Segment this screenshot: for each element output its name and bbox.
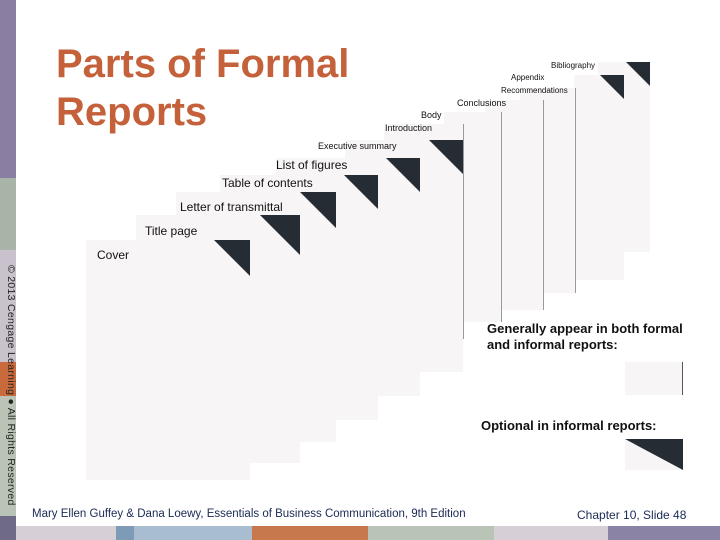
optional-corner-icon	[214, 240, 250, 276]
legend-both-text: Generally appear in both formal and info…	[487, 321, 683, 352]
left-stripe-segment	[0, 178, 16, 250]
optional-corner-icon	[386, 158, 420, 192]
optional-corner-icon	[600, 75, 624, 99]
label-bibliography: Bibliography	[551, 61, 596, 70]
page-appendix	[574, 75, 624, 280]
optional-corner-icon	[260, 215, 300, 255]
label-introduction: Introduction	[385, 123, 433, 133]
left-stripe-segment	[0, 250, 16, 362]
footer-slide-number: Chapter 10, Slide 48	[577, 508, 687, 522]
bottom-band-segment	[494, 526, 608, 540]
label-appendix: Appendix	[511, 73, 545, 82]
slide-title: Parts of Formal Reports	[56, 42, 350, 134]
label-conclusions: Conclusions	[457, 98, 507, 108]
label-recommendations: Recommendations	[501, 86, 568, 95]
footer-citation: Mary Ellen Guffey & Dana Loewy, Essentia…	[32, 508, 466, 520]
left-stripe-segment	[0, 516, 16, 540]
label-body: Body	[421, 110, 442, 120]
left-stripe-segment	[0, 362, 16, 396]
optional-corner-icon	[429, 140, 463, 174]
bottom-band-segment	[16, 526, 116, 540]
bottom-band-segment	[368, 526, 494, 540]
label-executive-summary: Executive summary	[318, 141, 397, 151]
bottom-band-segment	[252, 526, 368, 540]
legend-optional-text: Optional in informal reports:	[481, 418, 657, 433]
legend-optional-swatch	[625, 439, 683, 470]
optional-corner-icon	[626, 62, 650, 86]
left-stripe-segment	[0, 0, 16, 178]
page-cover	[86, 240, 250, 480]
optional-corner-icon	[625, 439, 683, 470]
copyright-notice: © 2013 Cengage Learning ● All Rights Res…	[5, 265, 17, 506]
label-table-of-contents: Table of contents	[222, 176, 313, 190]
bottom-band-segment	[608, 526, 720, 540]
label-title-page: Title page	[145, 224, 198, 238]
optional-corner-icon	[300, 192, 336, 228]
label-list-of-figures: List of figures	[276, 158, 348, 172]
left-stripe-segment	[0, 396, 16, 516]
bottom-band-segment	[134, 526, 252, 540]
label-cover: Cover	[97, 248, 130, 262]
label-letter-of-transmittal: Letter of transmittal	[180, 200, 283, 214]
bottom-band-segment	[116, 526, 134, 540]
optional-corner-icon	[344, 175, 378, 209]
legend-both-swatch	[625, 362, 683, 395]
